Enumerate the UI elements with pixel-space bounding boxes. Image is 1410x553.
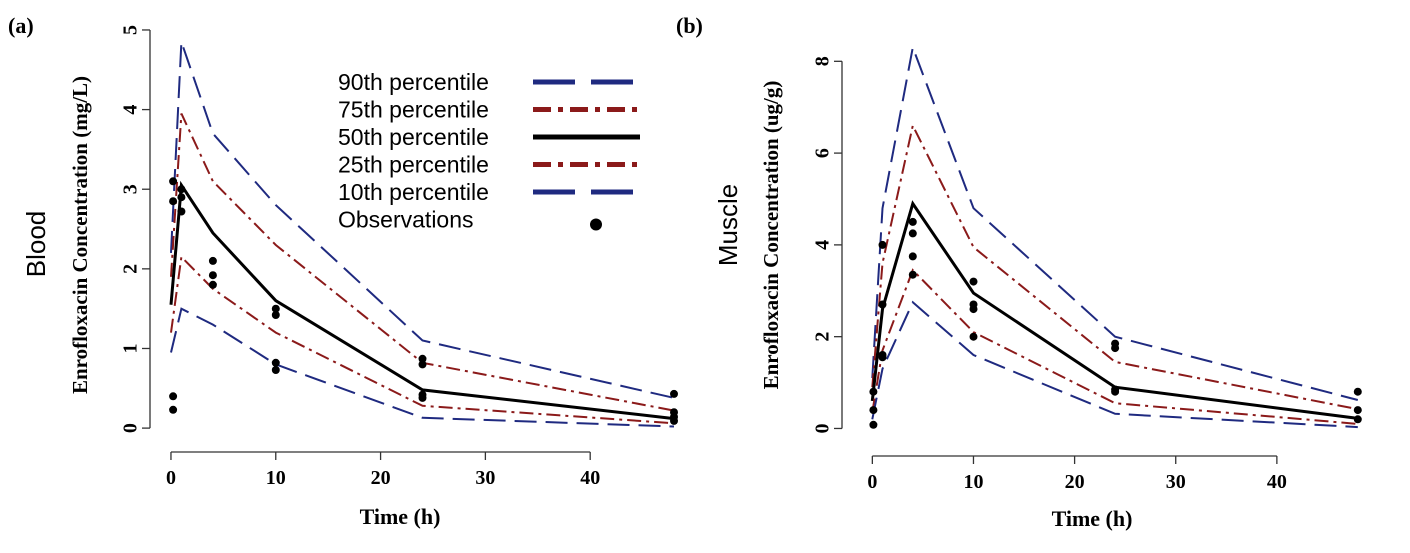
- x-tick-label: 0: [867, 471, 877, 493]
- observation-point: [271, 358, 280, 367]
- x-tick-label: 40: [580, 467, 600, 489]
- y-axis-label-a: Enrofloxacin Concentration (mg/L): [68, 76, 92, 394]
- observation-point: [208, 271, 217, 280]
- observation-point: [208, 280, 217, 289]
- x-tick-label: 30: [475, 467, 495, 489]
- tissue-label-blood: Blood: [21, 211, 51, 278]
- series-line-10th: [170, 307, 675, 428]
- observation-point: [670, 389, 678, 398]
- observation-point: [869, 420, 878, 429]
- x-tick-label: 10: [963, 471, 983, 493]
- observation-point: [1353, 406, 1362, 415]
- observation-point: [908, 270, 917, 279]
- series-line-90th: [871, 43, 1359, 401]
- axes-b: 0 2 4 6 8 0 10 20 30 40: [812, 56, 1287, 493]
- observation-point: [169, 197, 178, 206]
- panel-tag-b: (b): [676, 13, 703, 38]
- observation-points-b: [869, 217, 1362, 429]
- y-tick-label: 8: [812, 56, 834, 66]
- legend-label: Observations: [338, 207, 474, 233]
- series-line-90th: [170, 41, 675, 399]
- tissue-label-muscle: Muscle: [713, 184, 743, 266]
- legend-label: 75th percentile: [338, 97, 489, 123]
- observation-point: [878, 240, 887, 249]
- y-tick-label: 6: [812, 148, 834, 158]
- blood-chart-panel: (a) Blood Enrofloxacin Concentration (mg…: [8, 13, 678, 529]
- observation-point: [177, 193, 186, 202]
- series-line-50th: [870, 200, 1358, 420]
- series-line-75th: [170, 113, 675, 412]
- observation-point: [1111, 387, 1120, 396]
- y-tick-label: 5: [120, 25, 142, 35]
- observation-point: [1353, 415, 1362, 424]
- observation-point: [670, 416, 678, 425]
- x-tick-label: 40: [1267, 471, 1287, 493]
- series-line-25th: [170, 254, 675, 425]
- observation-point: [418, 360, 427, 369]
- axes-a: 0 1 2 3 4 5 0 10 20 30 40: [120, 25, 601, 489]
- y-tick-label: 3: [120, 184, 142, 194]
- y-tick-label: 4: [120, 105, 142, 115]
- observation-point: [878, 300, 887, 309]
- observation-point: [418, 354, 427, 363]
- x-axis-label-b: Time (h): [1052, 506, 1133, 531]
- y-tick-label: 2: [812, 332, 834, 342]
- observation-point: [177, 207, 186, 216]
- observation-point: [169, 405, 178, 414]
- x-axis-label-a: Time (h): [360, 504, 441, 529]
- y-tick-label: 2: [120, 264, 142, 274]
- x-tick-label: 20: [1065, 471, 1085, 493]
- percentile-lines-a: [169, 41, 675, 428]
- percentile-lines-b: [870, 43, 1359, 429]
- legend-label: 90th percentile: [338, 69, 489, 95]
- x-tick-label: 30: [1166, 471, 1186, 493]
- observation-point: [169, 392, 178, 401]
- x-tick-label: 0: [166, 467, 176, 489]
- observation-point: [208, 256, 217, 265]
- x-tick-label: 10: [266, 467, 286, 489]
- y-axis-label-b: Enrofloxacin Concentration (ug/g): [759, 81, 783, 390]
- observation-point: [418, 393, 427, 402]
- observation-point: [177, 185, 186, 194]
- observation-point: [1353, 387, 1362, 396]
- observation-point: [169, 177, 178, 186]
- legend-label: 50th percentile: [338, 124, 489, 150]
- legend-marker-point: [590, 218, 602, 231]
- observation-point: [271, 304, 280, 313]
- observation-point: [271, 311, 280, 319]
- y-tick-label: 4: [812, 240, 834, 250]
- observation-point: [908, 229, 917, 238]
- observation-point: [878, 353, 887, 362]
- observation-point: [869, 387, 878, 396]
- y-tick-label: 0: [120, 423, 142, 433]
- series-line-50th: [169, 180, 675, 421]
- observation-points-a: [169, 177, 678, 425]
- legend-label: 25th percentile: [338, 152, 489, 178]
- series-line-25th: [871, 268, 1358, 425]
- series-line-75th: [871, 122, 1358, 411]
- observation-point: [271, 366, 280, 374]
- observation-point: [969, 277, 978, 286]
- observation-point: [1111, 344, 1120, 353]
- observation-point: [969, 332, 978, 341]
- observation-point: [908, 217, 917, 226]
- observation-point: [869, 406, 878, 415]
- x-tick-label: 20: [371, 467, 391, 489]
- observation-point: [908, 252, 917, 261]
- series-line-10th: [871, 300, 1358, 429]
- muscle-chart-panel: (b) Muscle Enrofloxacin Concentration (u…: [676, 13, 1362, 531]
- observation-point: [969, 305, 978, 314]
- y-tick-label: 0: [812, 423, 834, 433]
- legend-label: 10th percentile: [338, 179, 489, 205]
- panel-tag-a: (a): [8, 13, 34, 38]
- y-tick-label: 1: [120, 343, 142, 353]
